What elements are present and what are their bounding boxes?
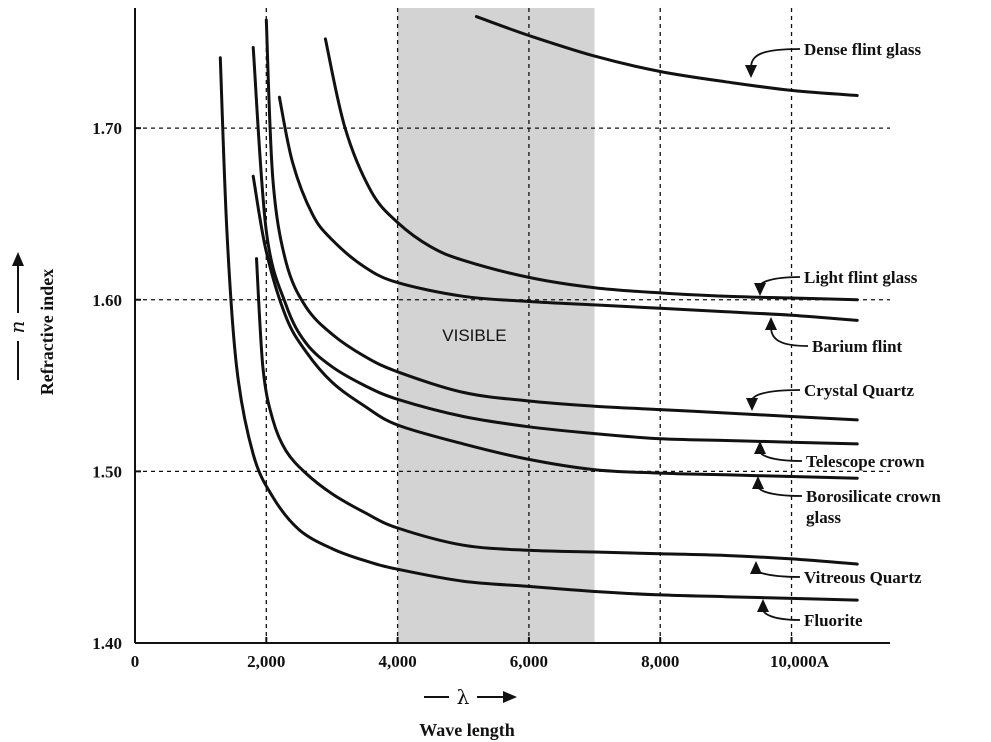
series-label-text: Vitreous Quartz xyxy=(804,568,922,587)
x-axis-title-group: λ Wave length xyxy=(419,685,517,740)
series-line-vitreous-quartz xyxy=(255,257,859,566)
x-tick-label: 6,000 xyxy=(510,652,548,671)
x-tick-label: 10,000A xyxy=(770,652,830,671)
y-tick-label: 1.40 xyxy=(92,634,122,653)
series-label-arrowhead xyxy=(746,398,758,411)
series-label-text: Barium flint xyxy=(812,337,903,356)
series-label-group-dense-flint-glass: Dense flint glass xyxy=(745,40,922,78)
x-axis-symbol: λ xyxy=(457,685,470,709)
series-label-pointer xyxy=(751,389,801,402)
series-label-pointer xyxy=(770,326,809,347)
series-label-pointer xyxy=(755,570,801,578)
series-line-telescope-crown xyxy=(251,46,859,446)
series-label-text: Crystal Quartz xyxy=(804,381,914,400)
series-label-pointer xyxy=(759,450,803,462)
x-tick-label: 2,000 xyxy=(247,652,285,671)
visible-band-label: VISIBLE xyxy=(442,326,506,345)
y-title-symbol-gap xyxy=(8,313,28,341)
y-tick-label: 1.60 xyxy=(92,291,122,310)
y-tick-label: 1.50 xyxy=(92,462,122,481)
series-label-arrowhead xyxy=(765,317,777,330)
x-axis-title: Wave length xyxy=(419,720,515,740)
series-line-barium-flint xyxy=(277,95,859,322)
series-line-fluorite xyxy=(218,56,859,602)
series-label-arrowhead xyxy=(754,441,766,454)
series-label-arrowhead xyxy=(752,476,764,489)
series-line-light-flint-glass xyxy=(323,37,859,302)
series-label-group-borosilicate-crown-glass: Borosilicate crown glass xyxy=(752,476,941,527)
label-layer: Dense flint glass Light flint glass Barium… xyxy=(745,40,941,630)
series-label-group-barium-flint: Barium flint xyxy=(765,317,903,356)
series-label-arrowhead xyxy=(754,283,766,296)
series-label-group-fluorite: Fluorite xyxy=(757,599,863,630)
y-title-arrow-head xyxy=(12,252,24,266)
y-tick-label: 1.70 xyxy=(92,119,122,138)
series-label-group-crystal-quartz: Crystal Quartz xyxy=(746,381,914,411)
x-title-arrow-head xyxy=(503,691,517,703)
x-tick-label: 4,000 xyxy=(378,652,416,671)
series-label-arrowhead xyxy=(745,65,757,78)
series-label-pointer xyxy=(762,608,801,621)
series-line-borosilicate-crown-glass xyxy=(251,174,859,480)
series-label-arrowhead xyxy=(750,561,762,574)
series-label-text: Telescope crown xyxy=(806,452,925,471)
series-label-group-vitreous-quartz: Vitreous Quartz xyxy=(750,561,922,587)
x-tick-label: 8,000 xyxy=(641,652,679,671)
series-label-arrowhead xyxy=(757,599,769,612)
series-line-dense-flint-glass xyxy=(474,15,859,97)
series-label-group-light-flint-glass: Light flint glass xyxy=(754,268,918,296)
series-label-text: Borosilicate crown xyxy=(806,487,941,506)
series-label-pointer xyxy=(759,276,801,287)
series-label-pointer xyxy=(750,48,801,69)
series-label-group-telescope-crown: Telescope crown xyxy=(754,441,925,471)
series-label-text: Dense flint glass xyxy=(804,40,922,59)
series-label-pointer xyxy=(757,485,803,497)
y-axis-symbol: n xyxy=(5,321,29,334)
series-label-text: Light flint glass xyxy=(804,268,918,287)
series-layer xyxy=(218,15,859,602)
x-tick-label: 0 xyxy=(131,652,140,671)
axis-layer: 1.40 1.50 1.60 1.70 0 2,000 4,000 6,000 8,000 10,… xyxy=(92,8,890,671)
y-axis-title-group: Refractive index n xyxy=(5,252,57,395)
y-axis-title: Refractive index xyxy=(37,269,57,395)
series-label-text: glass xyxy=(806,508,841,527)
series-label-text: Fluorite xyxy=(804,611,863,630)
series-line-crystal-quartz xyxy=(264,18,859,422)
